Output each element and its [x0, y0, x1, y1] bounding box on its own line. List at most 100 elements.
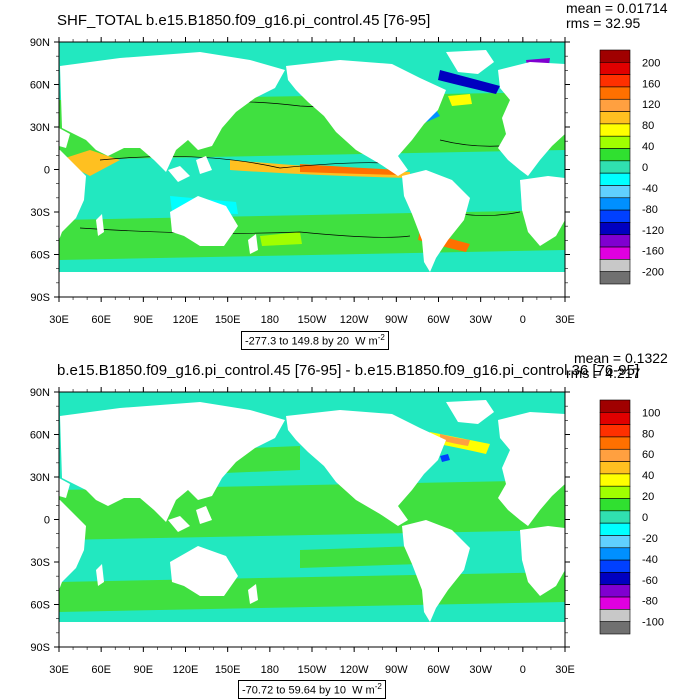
land-mask: [498, 412, 565, 526]
colorbar-label: 80: [642, 428, 654, 440]
field-band: [438, 70, 500, 94]
land-mask: [59, 272, 565, 297]
lon-tick-label: 60W: [427, 664, 450, 676]
land-mask: [59, 150, 86, 240]
land-mask: [60, 402, 285, 522]
contour-range-box: -70.72 to 59.64 by 10 W m-2: [238, 680, 386, 699]
lon-tick-label: 150E: [215, 664, 241, 676]
lon-tick-label: 180: [261, 664, 279, 676]
lat-tick-label: 90N: [30, 387, 50, 399]
lat-tick-label: 90S: [30, 292, 50, 304]
colorbar-swatch: [599, 172, 631, 186]
field-band: [448, 94, 472, 106]
units-label: W m: [355, 335, 378, 348]
map-plot: 90N 60N 30N 0 30S 60S 90S 30E 60E 90E 120E 150E 180 1…: [30, 387, 664, 676]
lat-tick-label: 60S: [30, 250, 50, 262]
land-mask: [59, 478, 70, 498]
colorbar-swatch: [599, 609, 631, 622]
colorbar-label: 20: [642, 491, 654, 503]
lon-tick-label: 30W: [469, 314, 492, 326]
contour-range-box: -277.3 to 149.8 by 20 W m-2: [241, 331, 389, 350]
colorbar-label: 40: [642, 141, 654, 153]
lat-tick-label: 60N: [30, 80, 50, 92]
mean-label: mean = 0.01714: [566, 0, 668, 16]
land-mask: [520, 526, 565, 596]
land-mask: [96, 214, 104, 236]
land-mask: [498, 62, 565, 176]
colorbar-label: -80: [642, 596, 658, 608]
panel-difference: b.e15.B1850.f09_g16.pi_control.45 [76-95…: [0, 350, 700, 700]
land-mask: [96, 564, 104, 586]
colorbar-label: 160: [642, 78, 660, 90]
lon-tick-label: 60E: [91, 314, 111, 326]
land-mask: [170, 546, 238, 596]
land-mask: [446, 50, 494, 74]
lat-tick-label: 0: [44, 165, 50, 177]
land-mask: [446, 400, 494, 424]
land-mask: [286, 410, 446, 526]
field-band: [440, 434, 470, 446]
land-mask: [520, 176, 565, 246]
lat-tick-label: 90S: [30, 642, 50, 654]
colorbar-label: 0: [642, 162, 648, 174]
colorbar-swatch: [599, 160, 631, 174]
rms-label: rms = 32.95: [566, 15, 641, 31]
colorbar-swatch: [599, 98, 631, 112]
lon-tick-label: 150W: [298, 314, 327, 326]
contour-range-label: -277.3 to 149.8 by 20: [245, 335, 349, 348]
colorbar-swatch: [599, 424, 631, 438]
colorbar-swatch: [599, 510, 631, 524]
land-mask: [248, 584, 258, 604]
colorbar-swatch: [599, 412, 631, 425]
colorbar-label: -40: [642, 183, 658, 195]
colorbar-label: 40: [642, 470, 654, 482]
colorbar-swatch: [599, 123, 631, 137]
contour-line: [79, 227, 411, 238]
panel-total-shf: SHF_TOTAL b.e15.B1850.f09_g16.pi_control…: [30, 0, 668, 350]
land-mask: [59, 500, 86, 590]
colorbar-swatch: [599, 461, 631, 475]
colorbar-swatch: [599, 246, 631, 260]
field-band: [300, 164, 400, 175]
lon-tick-label: 90E: [134, 664, 154, 676]
colorbar-label: -80: [642, 204, 658, 216]
colorbar-swatch: [599, 62, 631, 75]
lon-tick-label: 150W: [298, 664, 327, 676]
colorbar-swatch: [599, 485, 631, 499]
colorbar-swatch: [599, 259, 631, 272]
land-mask: [59, 622, 565, 647]
colorbar-label: 80: [642, 120, 654, 132]
lat-tick-label: 30N: [30, 472, 50, 484]
colorbar-label: 60: [642, 449, 654, 461]
lat-tick-label: 60S: [30, 600, 50, 612]
land-mask: [196, 156, 212, 174]
land-mask: [168, 516, 190, 532]
panel-title: SHF_TOTAL b.e15.B1850.f09_g16.pi_control…: [57, 12, 431, 29]
colorbar-swatch: [599, 621, 631, 635]
colorbar-swatch: [599, 74, 631, 88]
lon-tick-label: 180: [261, 314, 279, 326]
colorbar-label: -60: [642, 575, 658, 587]
colorbar-label: 0: [642, 512, 648, 524]
lat-tick-label: 30S: [30, 207, 50, 219]
lon-tick-label: 120W: [340, 314, 369, 326]
colorbar-label: -120: [642, 225, 664, 237]
contour-range-label: -70.72 to 59.64 by 10: [242, 684, 346, 697]
colorbar-swatch: [599, 473, 631, 487]
land-mask: [168, 166, 190, 182]
lat-tick-label: 30N: [30, 122, 50, 134]
field-band: [59, 150, 120, 176]
colorbar-swatch: [599, 222, 631, 236]
colorbar-swatch: [599, 596, 631, 610]
land-mask: [402, 520, 470, 622]
lon-tick-label: 30E: [555, 664, 575, 676]
lon-tick-label: 30E: [49, 314, 69, 326]
lon-tick-label: 90E: [134, 314, 154, 326]
land-mask: [248, 234, 258, 254]
field-band: [440, 454, 450, 462]
units-exponent: -2: [374, 682, 382, 691]
land-mask: [59, 128, 70, 148]
lon-tick-label: 30W: [469, 664, 492, 676]
units-exponent: -2: [377, 333, 385, 342]
land-mask: [60, 52, 285, 172]
